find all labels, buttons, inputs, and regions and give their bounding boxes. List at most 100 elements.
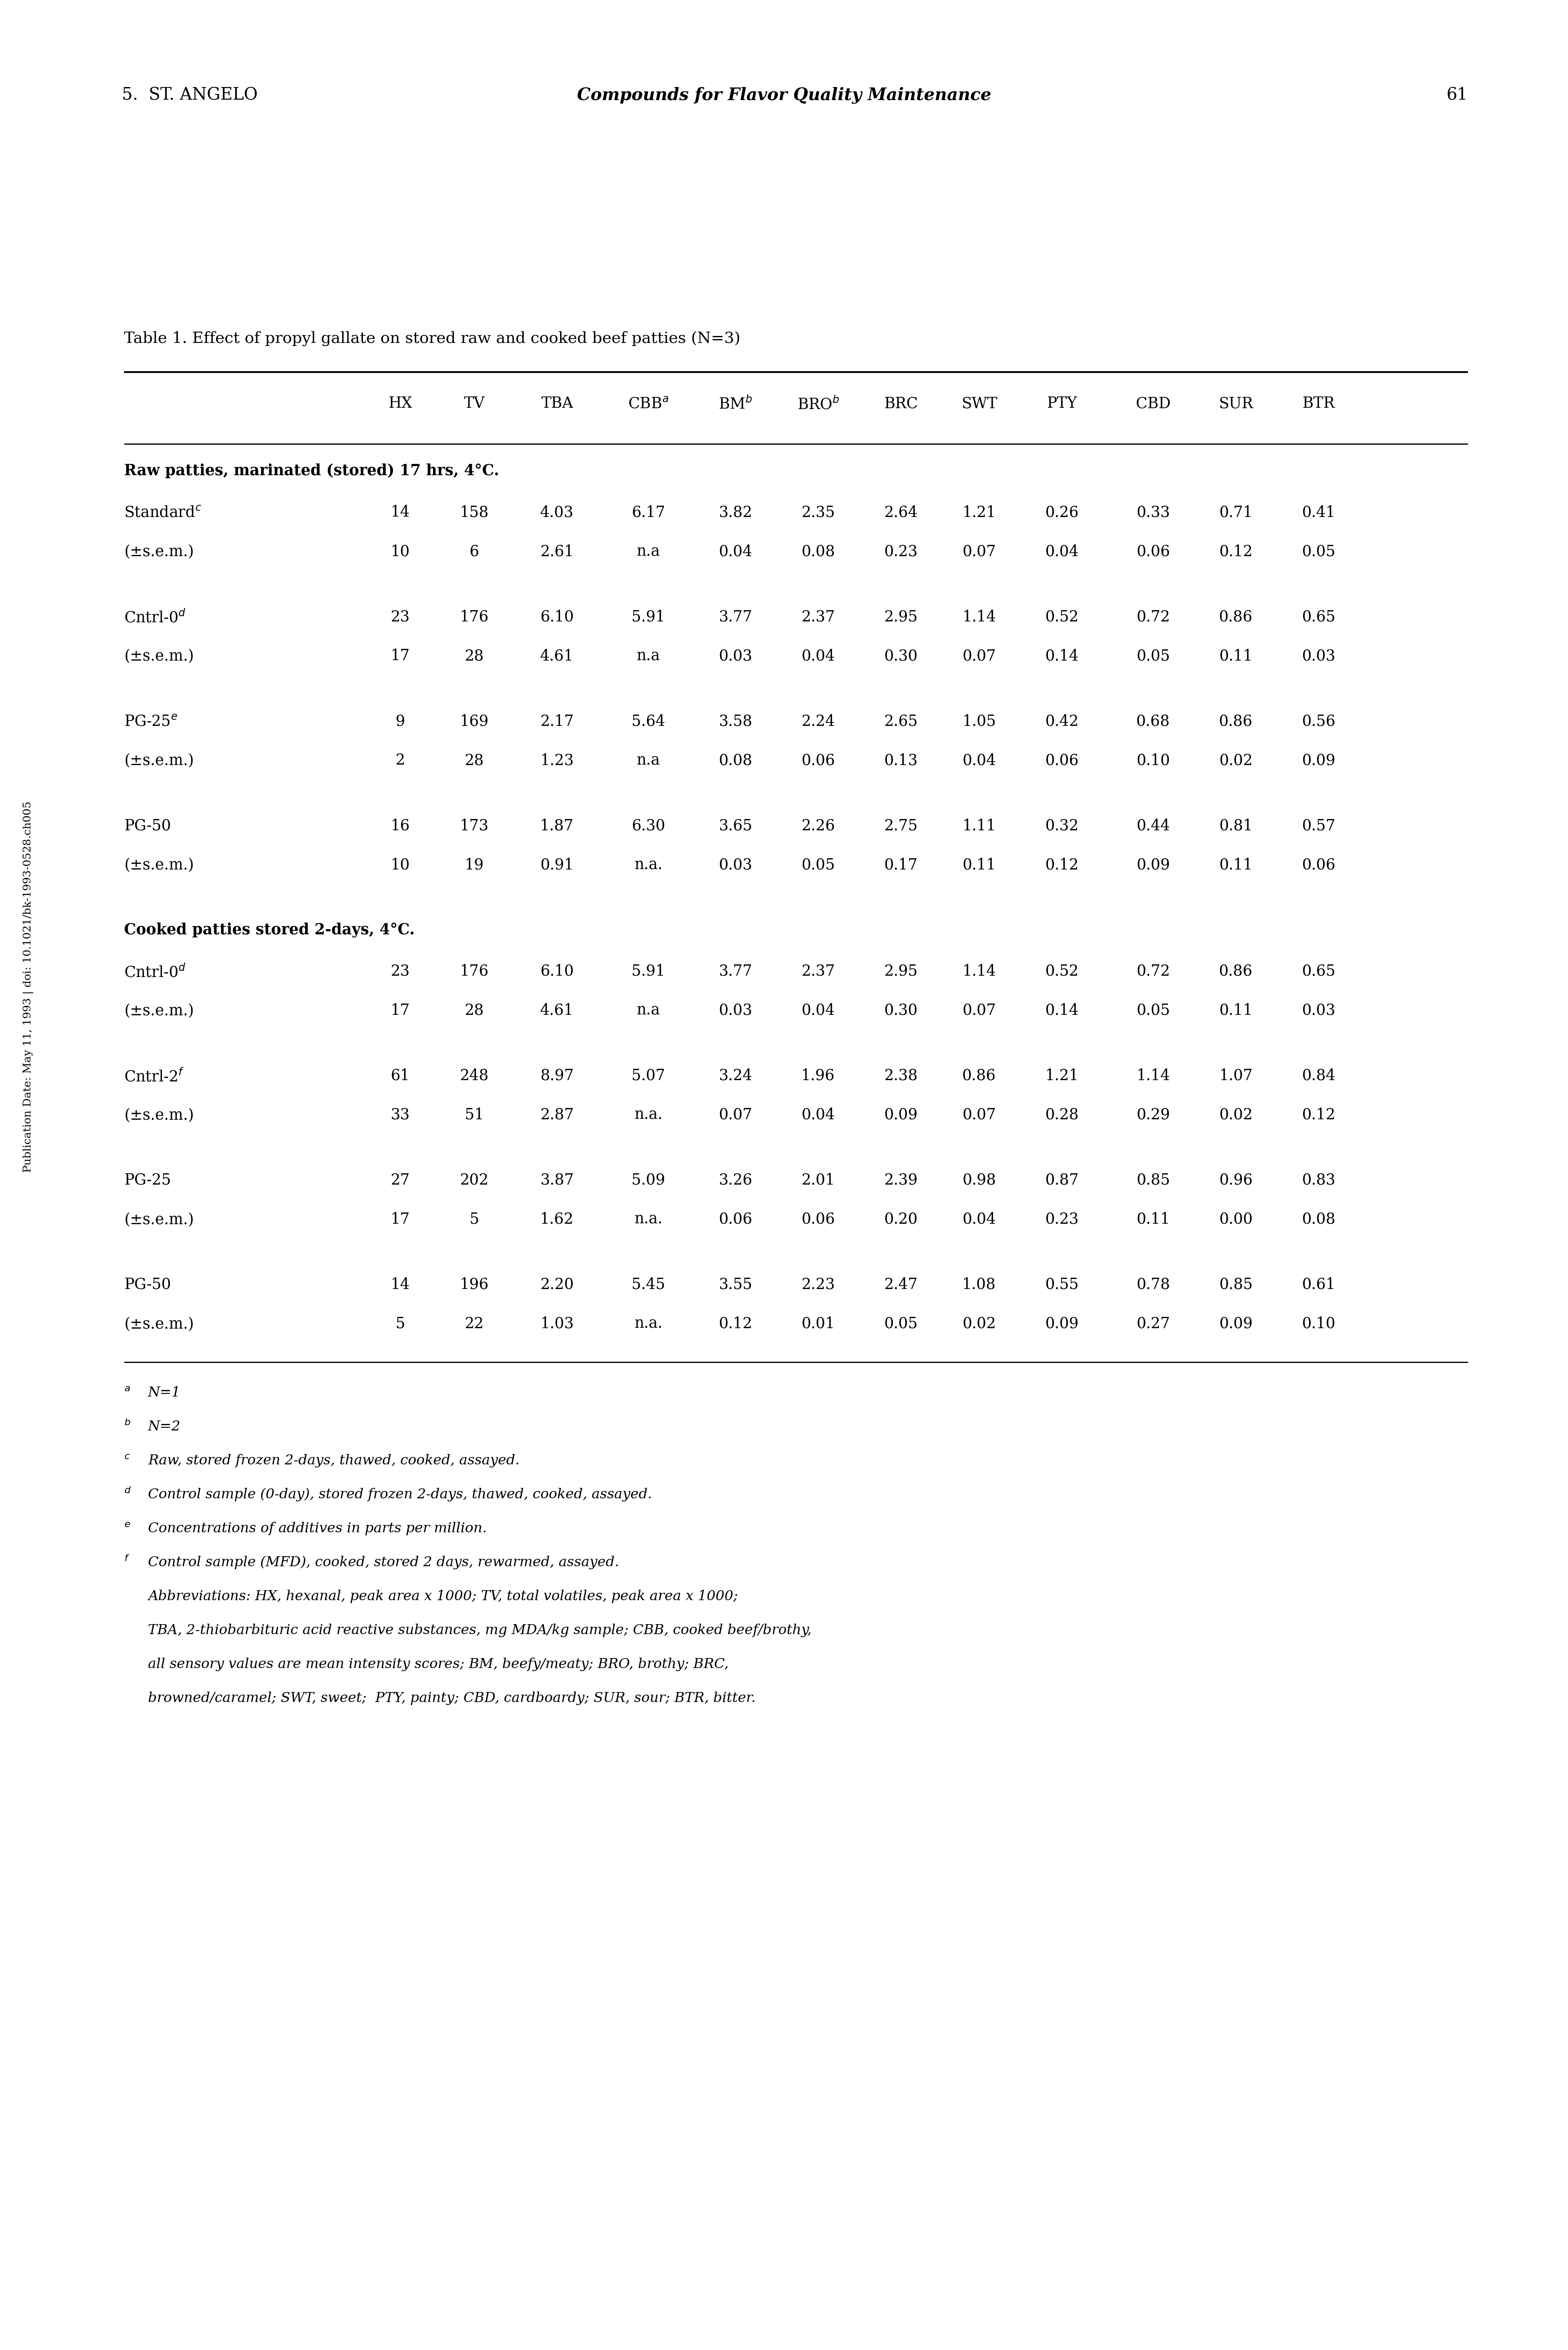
Text: 2.23: 2.23 bbox=[801, 1278, 836, 1293]
Text: 0.07: 0.07 bbox=[963, 1107, 996, 1123]
Text: 0.03: 0.03 bbox=[718, 1003, 753, 1018]
Text: 0.86: 0.86 bbox=[1218, 609, 1253, 625]
Text: 0.10: 0.10 bbox=[1301, 1316, 1336, 1330]
Text: 1.14: 1.14 bbox=[1137, 1069, 1170, 1083]
Text: 0.00: 0.00 bbox=[1218, 1213, 1253, 1227]
Text: 23: 23 bbox=[390, 609, 409, 625]
Text: 0.03: 0.03 bbox=[718, 858, 753, 872]
Text: 6.10: 6.10 bbox=[541, 609, 574, 625]
Text: n.a: n.a bbox=[637, 1003, 660, 1018]
Text: 2.39: 2.39 bbox=[884, 1173, 917, 1187]
Text: 28: 28 bbox=[464, 752, 485, 768]
Text: 0.30: 0.30 bbox=[884, 1003, 917, 1018]
Text: PTY: PTY bbox=[1047, 397, 1077, 411]
Text: 0.85: 0.85 bbox=[1218, 1278, 1253, 1293]
Text: Raw patties, marinated (stored) 17 hrs, 4°C.: Raw patties, marinated (stored) 17 hrs, … bbox=[124, 463, 499, 479]
Text: 0.13: 0.13 bbox=[884, 752, 917, 768]
Text: 17: 17 bbox=[390, 1003, 409, 1018]
Text: 0.09: 0.09 bbox=[1218, 1316, 1253, 1330]
Text: 3.77: 3.77 bbox=[718, 964, 753, 978]
Text: 6.10: 6.10 bbox=[541, 964, 574, 978]
Text: 1.62: 1.62 bbox=[541, 1213, 574, 1227]
Text: 0.06: 0.06 bbox=[1301, 858, 1336, 872]
Text: Raw, stored frozen 2-days, thawed, cooked, assayed.: Raw, stored frozen 2-days, thawed, cooke… bbox=[147, 1455, 519, 1466]
Text: 51: 51 bbox=[464, 1107, 485, 1123]
Text: 1.21: 1.21 bbox=[963, 505, 996, 519]
Text: 1.14: 1.14 bbox=[963, 609, 996, 625]
Text: (±s.e.m.): (±s.e.m.) bbox=[124, 1107, 194, 1123]
Text: SWT: SWT bbox=[961, 397, 997, 411]
Text: 0.09: 0.09 bbox=[1301, 752, 1336, 768]
Text: PG-25$^e$: PG-25$^e$ bbox=[124, 714, 177, 728]
Text: 0.32: 0.32 bbox=[1044, 818, 1079, 832]
Text: 28: 28 bbox=[464, 649, 485, 663]
Text: 1.21: 1.21 bbox=[1044, 1069, 1079, 1083]
Text: 2.64: 2.64 bbox=[884, 505, 917, 519]
Text: 0.06: 0.06 bbox=[1044, 752, 1079, 768]
Text: Cooked patties stored 2-days, 4°C.: Cooked patties stored 2-days, 4°C. bbox=[124, 924, 416, 938]
Text: 5.64: 5.64 bbox=[632, 714, 665, 728]
Text: 0.04: 0.04 bbox=[801, 1003, 836, 1018]
Text: 0.81: 0.81 bbox=[1218, 818, 1253, 832]
Text: n.a.: n.a. bbox=[633, 1316, 663, 1330]
Text: 0.12: 0.12 bbox=[1044, 858, 1079, 872]
Text: CBB$^a$: CBB$^a$ bbox=[629, 397, 668, 411]
Text: 0.56: 0.56 bbox=[1301, 714, 1336, 728]
Text: 2.87: 2.87 bbox=[541, 1107, 574, 1123]
Text: 0.03: 0.03 bbox=[1301, 649, 1336, 663]
Text: 0.09: 0.09 bbox=[1044, 1316, 1079, 1330]
Text: 0.07: 0.07 bbox=[963, 1003, 996, 1018]
Text: 5.45: 5.45 bbox=[632, 1278, 665, 1293]
Text: n.a.: n.a. bbox=[633, 1213, 663, 1227]
Text: 5.  ST. ANGELO: 5. ST. ANGELO bbox=[122, 87, 257, 103]
Text: 1.11: 1.11 bbox=[963, 818, 996, 832]
Text: (±s.e.m.): (±s.e.m.) bbox=[124, 543, 194, 559]
Text: 0.55: 0.55 bbox=[1044, 1278, 1079, 1293]
Text: Cntrl-0$^d$: Cntrl-0$^d$ bbox=[124, 964, 187, 980]
Text: 3.82: 3.82 bbox=[718, 505, 753, 519]
Text: 5: 5 bbox=[395, 1316, 405, 1330]
Text: 0.96: 0.96 bbox=[1218, 1173, 1253, 1187]
Text: 0.86: 0.86 bbox=[963, 1069, 996, 1083]
Text: Cntrl-0$^d$: Cntrl-0$^d$ bbox=[124, 609, 187, 625]
Text: 0.41: 0.41 bbox=[1301, 505, 1336, 519]
Text: n.a: n.a bbox=[637, 543, 660, 559]
Text: all sensory values are mean intensity scores; BM, beefy/meaty; BRO, brothy; BRC,: all sensory values are mean intensity sc… bbox=[147, 1657, 729, 1671]
Text: 5: 5 bbox=[469, 1213, 480, 1227]
Text: 0.33: 0.33 bbox=[1137, 505, 1170, 519]
Text: TBA, 2-thiobarbituric acid reactive substances, mg MDA/kg sample; CBB, cooked be: TBA, 2-thiobarbituric acid reactive subs… bbox=[147, 1624, 812, 1638]
Text: 0.07: 0.07 bbox=[963, 543, 996, 559]
Text: (±s.e.m.): (±s.e.m.) bbox=[124, 752, 194, 768]
Text: 0.03: 0.03 bbox=[1301, 1003, 1336, 1018]
Text: 3.87: 3.87 bbox=[541, 1173, 574, 1187]
Text: 0.85: 0.85 bbox=[1137, 1173, 1170, 1187]
Text: 0.86: 0.86 bbox=[1218, 714, 1253, 728]
Text: 0.17: 0.17 bbox=[884, 858, 917, 872]
Text: 0.12: 0.12 bbox=[1301, 1107, 1336, 1123]
Text: TV: TV bbox=[464, 397, 485, 411]
Text: Control sample (MFD), cooked, stored 2 days, rewarmed, assayed.: Control sample (MFD), cooked, stored 2 d… bbox=[147, 1556, 619, 1570]
Text: 14: 14 bbox=[390, 505, 409, 519]
Text: 0.04: 0.04 bbox=[801, 1107, 836, 1123]
Text: 2.61: 2.61 bbox=[541, 543, 574, 559]
Text: (±s.e.m.): (±s.e.m.) bbox=[124, 1316, 194, 1330]
Text: 9: 9 bbox=[395, 714, 405, 728]
Text: 0.71: 0.71 bbox=[1218, 505, 1253, 519]
Text: 0.04: 0.04 bbox=[801, 649, 836, 663]
Text: 0.02: 0.02 bbox=[1218, 1107, 1253, 1123]
Text: 0.09: 0.09 bbox=[1137, 858, 1170, 872]
Text: SUR: SUR bbox=[1218, 397, 1253, 411]
Text: 23: 23 bbox=[390, 964, 409, 978]
Text: 0.61: 0.61 bbox=[1301, 1278, 1336, 1293]
Text: 17: 17 bbox=[390, 1213, 409, 1227]
Text: 0.65: 0.65 bbox=[1301, 609, 1336, 625]
Text: 0.05: 0.05 bbox=[801, 858, 836, 872]
Text: 6: 6 bbox=[469, 543, 480, 559]
Text: 17: 17 bbox=[390, 649, 409, 663]
Text: N=2: N=2 bbox=[147, 1419, 180, 1434]
Text: 6.30: 6.30 bbox=[632, 818, 665, 832]
Text: 0.10: 0.10 bbox=[1137, 752, 1170, 768]
Text: 0.68: 0.68 bbox=[1137, 714, 1170, 728]
Text: 0.44: 0.44 bbox=[1137, 818, 1170, 832]
Text: 0.28: 0.28 bbox=[1044, 1107, 1079, 1123]
